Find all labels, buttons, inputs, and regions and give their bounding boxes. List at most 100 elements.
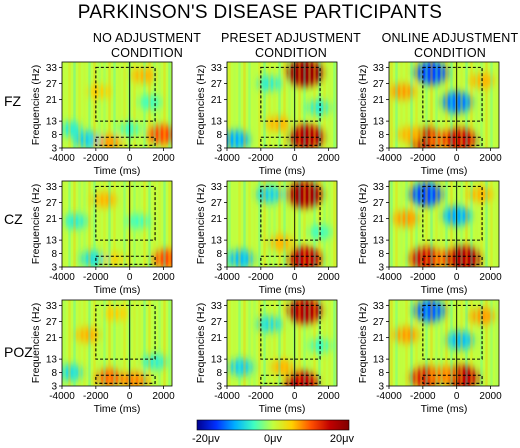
heatmap-cell bbox=[444, 127, 477, 148]
analysis-window-box bbox=[95, 185, 156, 241]
heatmap-texture bbox=[495, 300, 498, 386]
heatmap-texture bbox=[450, 62, 453, 148]
x-tick-label: 2000 bbox=[317, 391, 340, 402]
analysis-window-box bbox=[260, 255, 321, 265]
heatmap-texture bbox=[333, 300, 336, 386]
y-tick-label: 27 bbox=[211, 79, 223, 90]
y-tick-label: 21 bbox=[211, 95, 223, 106]
y-tick-label: 13 bbox=[211, 236, 223, 247]
condition-title-line1: PRESET ADJUSTMENT bbox=[221, 31, 361, 45]
heatmap-texture bbox=[400, 300, 403, 386]
heatmap-texture bbox=[400, 181, 403, 267]
heatmap-texture bbox=[298, 62, 301, 148]
heatmap-texture bbox=[435, 62, 438, 148]
heatmap-cell bbox=[287, 181, 323, 208]
heatmap-texture bbox=[445, 181, 448, 267]
heatmap-panel-fz-1: 3 8 13 21 27 33 -4000 -2000 0 2000 Time (ms) Freque… bbox=[30, 61, 175, 177]
heatmap-texture bbox=[328, 62, 331, 148]
heatmap-texture bbox=[253, 300, 256, 386]
heatmap-texture bbox=[83, 181, 86, 267]
x-axis-label: Time (ms) bbox=[421, 403, 468, 415]
x-tick-label: -4000 bbox=[376, 153, 402, 164]
heatmap-texture bbox=[450, 300, 453, 386]
heatmap-texture bbox=[118, 181, 121, 267]
heatmap-texture bbox=[138, 181, 141, 267]
x-axis-label: Time (ms) bbox=[94, 284, 141, 296]
row-label-fz: FZ bbox=[4, 93, 22, 109]
x-tick-label: -4000 bbox=[376, 391, 402, 402]
y-tick-label: 21 bbox=[373, 214, 385, 225]
heatmap-texture bbox=[233, 62, 236, 148]
x-tick-label: -4000 bbox=[49, 272, 75, 283]
heatmap-texture bbox=[420, 181, 423, 267]
heatmap-texture bbox=[63, 181, 66, 267]
x-tick-label: 0 bbox=[454, 272, 460, 283]
plot-frame bbox=[61, 299, 173, 387]
x-tick-label: 2000 bbox=[152, 153, 175, 164]
x-tick-label: -2000 bbox=[248, 391, 274, 402]
heatmap-cell bbox=[92, 191, 117, 208]
heatmap-texture bbox=[318, 300, 321, 386]
heatmap-texture bbox=[313, 62, 316, 148]
x-tick-label: -2000 bbox=[83, 272, 109, 283]
heatmap-cell bbox=[414, 300, 446, 323]
heatmap-texture bbox=[400, 62, 403, 148]
heatmap-cell bbox=[469, 307, 495, 325]
heatmap-texture bbox=[480, 181, 483, 267]
heatmap-texture bbox=[465, 300, 468, 386]
x-axis-label: Time (ms) bbox=[259, 284, 306, 296]
x-tick-label: -2000 bbox=[410, 272, 436, 283]
y-tick-label: 13 bbox=[373, 117, 385, 128]
heatmap-panel-poz-1: 3 8 13 21 27 33 -4000 -2000 0 2000 Time (ms) Freque… bbox=[30, 299, 175, 415]
x-tick-label: 2000 bbox=[317, 272, 340, 283]
heatmap-texture bbox=[263, 300, 266, 386]
heatmap-texture bbox=[258, 181, 261, 267]
heatmap-texture bbox=[410, 300, 413, 386]
x-tick-label: -4000 bbox=[214, 153, 240, 164]
heatmap-cell bbox=[308, 338, 332, 354]
heatmap-texture bbox=[83, 300, 86, 386]
heatmap-cell bbox=[257, 75, 282, 92]
heatmap-texture bbox=[263, 181, 266, 267]
colorbar-min-label: -20μv bbox=[192, 433, 220, 445]
y-tick-label: 3 bbox=[51, 263, 57, 274]
heatmap-cell bbox=[306, 99, 331, 116]
heatmap-texture bbox=[158, 62, 161, 148]
heatmap-texture bbox=[93, 300, 96, 386]
heatmap-texture bbox=[168, 300, 171, 386]
heatmap-cell bbox=[284, 370, 318, 386]
heatmap-texture bbox=[113, 300, 116, 386]
heatmap-texture bbox=[395, 181, 398, 267]
y-tick-label: 21 bbox=[211, 333, 223, 344]
heatmap-cell bbox=[227, 358, 254, 377]
x-tick-label: -4000 bbox=[214, 391, 240, 402]
heatmap-texture bbox=[485, 181, 488, 267]
x-tick-label: 2000 bbox=[152, 391, 175, 402]
heatmap-texture bbox=[133, 181, 136, 267]
condition-title-online-adjustment: ONLINE ADJUSTMENT CONDITION bbox=[365, 31, 520, 61]
heatmap-texture bbox=[475, 62, 478, 148]
y-tick-label: 13 bbox=[46, 236, 58, 247]
heatmap-texture bbox=[163, 181, 166, 267]
heatmap-cell bbox=[286, 62, 323, 87]
heatmap-texture bbox=[248, 62, 251, 148]
heatmap-texture bbox=[495, 181, 498, 267]
y-axis-label: Frequencies (Hz) bbox=[195, 184, 207, 265]
y-tick-label: 27 bbox=[373, 317, 385, 328]
heatmap-texture bbox=[415, 181, 418, 267]
y-tick-label: 27 bbox=[373, 198, 385, 209]
heatmap-texture bbox=[108, 181, 111, 267]
condition-title-line2: CONDITION bbox=[111, 46, 183, 60]
heatmap-texture bbox=[308, 62, 311, 148]
heatmap-texture bbox=[273, 62, 276, 148]
plot-frame bbox=[226, 299, 338, 387]
heatmap-texture bbox=[153, 300, 156, 386]
analysis-window-box bbox=[422, 304, 483, 360]
y-tick-label: 8 bbox=[51, 368, 57, 379]
heatmap-texture bbox=[303, 300, 306, 386]
heatmap-texture bbox=[313, 181, 316, 267]
x-tick-label: -2000 bbox=[83, 153, 109, 164]
heatmap-cell bbox=[74, 130, 101, 148]
y-tick-label: 33 bbox=[211, 182, 223, 193]
heatmap-texture bbox=[78, 62, 81, 148]
